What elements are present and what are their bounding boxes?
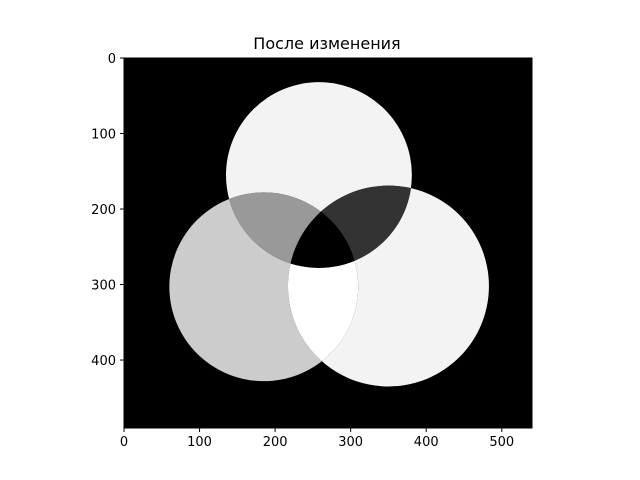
y-tick-label: 300 [91,279,116,294]
x-tick-label: 100 [187,435,212,450]
x-tick-label: 200 [263,435,288,450]
image-area [124,58,532,428]
region-group-top-left [225,192,359,268]
y-tick-label: 200 [91,203,116,218]
chart-title: После изменения [253,34,400,53]
y-tick-label: 400 [91,354,116,369]
region-clip-left [225,192,359,268]
region-clip-right [287,185,412,268]
region-top-right [287,185,412,268]
axes-frame [123,57,533,429]
region-top-left [225,192,359,268]
x-tick-label: 500 [489,435,514,450]
axes: 0 100 200 300 400 500 0 100 200 300 400 [91,52,533,450]
x-tick-label: 400 [414,435,439,450]
x-tick-label: 0 [120,435,128,450]
region-group-top-right [287,185,412,268]
x-tick-label: 300 [338,435,363,450]
y-tick-label: 0 [108,52,116,67]
y-tick-label: 100 [91,128,116,143]
